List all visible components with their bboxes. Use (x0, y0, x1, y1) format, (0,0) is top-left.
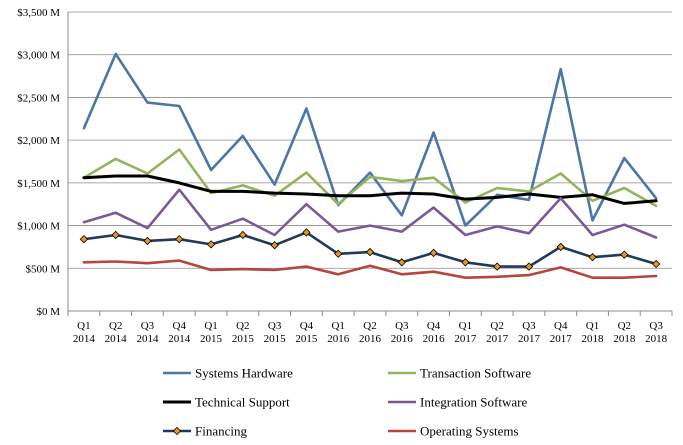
data-point-marker (524, 262, 534, 271)
series-line-operating-systems (82, 259, 658, 280)
legend-label: Transaction Software (420, 366, 531, 381)
x-tick-year-label: 2018 (582, 333, 605, 345)
x-tick-year-label: 2018 (645, 333, 668, 345)
data-point-marker (429, 248, 438, 258)
x-tick-year-label: 2017 (454, 333, 477, 345)
data-point-marker (588, 253, 597, 262)
x-tick-quarter-label: Q2 (236, 320, 249, 332)
x-tick-year-label: 2017 (518, 333, 541, 345)
data-point-marker (651, 259, 661, 269)
x-tick-year-label: 2017 (550, 333, 573, 345)
data-point-marker (79, 235, 89, 244)
data-point-marker (620, 250, 629, 259)
x-tick-year-label: 2015 (264, 333, 287, 345)
x-tick-quarter-label: Q2 (490, 320, 503, 332)
x-tick-quarter-label: Q3 (649, 320, 663, 332)
x-tick-year-label: 2015 (232, 333, 255, 345)
series-line-integration-software (82, 188, 658, 239)
x-tick-quarter-label: Q3 (141, 320, 155, 332)
data-point-marker (461, 258, 470, 267)
y-tick-label: $1,500 M (17, 178, 60, 190)
x-tick-year-label: 2014 (168, 333, 191, 345)
y-tick-label: $2,000 M (17, 135, 60, 147)
legend-label: Systems Hardware (195, 366, 293, 381)
x-tick-year-label: 2015 (295, 333, 318, 345)
x-tick-quarter-label: Q1 (77, 320, 90, 332)
x-tick-year-label: 2016 (391, 333, 414, 345)
y-tick-label: $0 M (36, 306, 60, 318)
x-axis-tick-labels: Q12014Q22014Q32014Q42014Q12015Q22015Q320… (73, 320, 668, 345)
x-tick-year-label: 2014 (73, 333, 96, 345)
x-tick-quarter-label: Q1 (459, 320, 472, 332)
gridlines (68, 11, 672, 269)
x-tick-year-label: 2016 (327, 333, 350, 345)
data-point-marker (175, 235, 184, 244)
x-tick-quarter-label: Q2 (363, 320, 376, 332)
x-tick-quarter-label: Q2 (618, 320, 631, 332)
x-tick-quarter-label: Q3 (268, 320, 282, 332)
legend-label: Operating Systems (420, 424, 519, 439)
data-point-marker (111, 230, 120, 240)
data-point-marker (143, 236, 152, 246)
x-tick-year-label: 2016 (359, 333, 382, 345)
x-tick-year-label: 2014 (105, 333, 128, 345)
data-point-marker (334, 249, 343, 258)
x-tick-quarter-label: Q1 (586, 320, 599, 332)
legend-label: Financing (195, 424, 247, 439)
y-tick-label: $3,000 M (17, 50, 60, 62)
x-tick-quarter-label: Q1 (204, 320, 217, 332)
y-tick-label: $3,500 M (17, 7, 60, 19)
data-point-marker (556, 242, 565, 252)
data-point-marker (365, 247, 375, 257)
series-line-transaction-software (82, 148, 658, 208)
x-tick-quarter-label: Q1 (331, 320, 344, 332)
x-tick-year-label: 2015 (200, 333, 223, 345)
legend: Systems Hardware Transaction Software Tech… (163, 366, 531, 439)
x-tick-quarter-label: Q4 (554, 320, 568, 332)
x-tick-year-label: 2017 (486, 333, 509, 345)
data-point-marker (302, 228, 311, 237)
data-point-marker (270, 241, 279, 250)
series-lines (79, 52, 661, 280)
x-tick-year-label: 2014 (136, 333, 159, 345)
x-tick-quarter-label: Q3 (395, 320, 409, 332)
data-point-marker (397, 258, 406, 267)
x-tick-quarter-label: Q3 (522, 320, 536, 332)
x-tick-quarter-label: Q4 (300, 320, 314, 332)
x-tick-quarter-label: Q4 (427, 320, 441, 332)
legend-marker (172, 426, 182, 436)
x-tick-quarter-label: Q4 (173, 320, 187, 332)
data-point-marker (492, 262, 502, 271)
y-tick-label: $500 M (25, 263, 60, 275)
x-tick-quarter-label: Q2 (109, 320, 122, 332)
axes (67, 12, 673, 316)
y-tick-label: $1,000 M (17, 221, 60, 233)
x-tick-year-label: 2018 (613, 333, 636, 345)
y-axis-tick-labels: $0 M $500 M $1,000 M $1,500 M $2,000 M $2,500… (17, 7, 60, 318)
series-line-systems-hardware (82, 52, 658, 227)
y-tick-label: $2,500 M (17, 92, 60, 104)
legend-label: Technical Support (195, 395, 290, 410)
data-point-marker (206, 240, 216, 249)
legend-label: Integration Software (420, 395, 527, 410)
data-point-marker (238, 230, 248, 240)
x-tick-year-label: 2016 (423, 333, 446, 345)
